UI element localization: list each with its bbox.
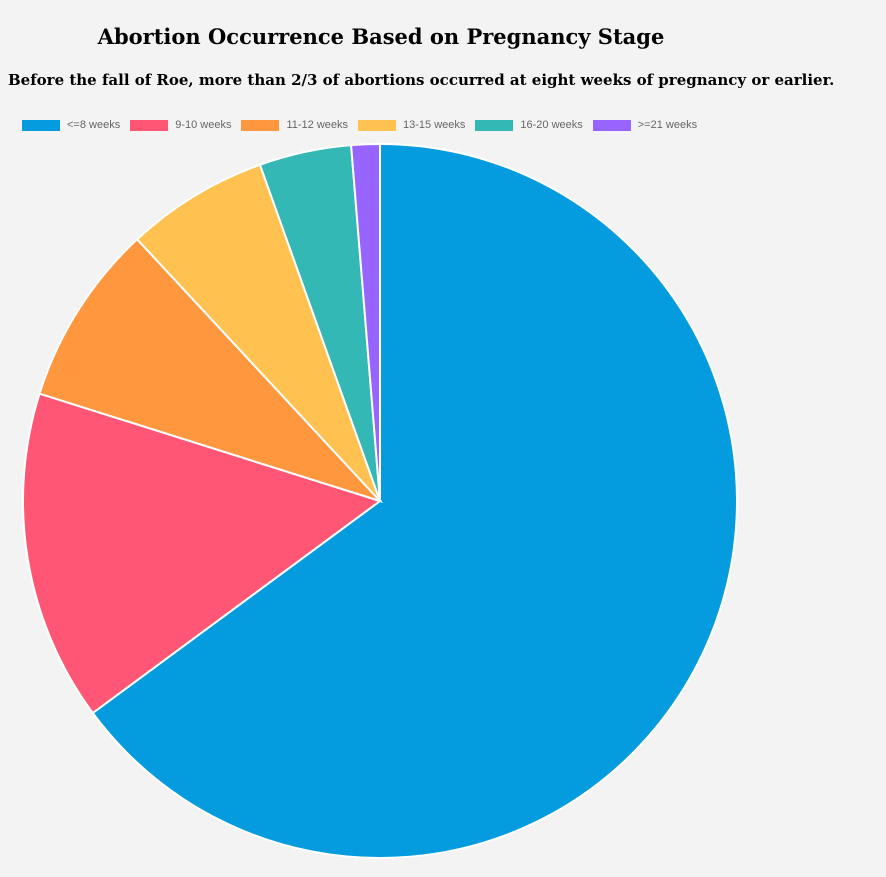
legend-swatch [358,119,397,131]
legend-item[interactable]: >=21 weeks [592,119,698,131]
legend-item[interactable]: 9-10 weeks [130,119,231,131]
legend-item[interactable]: <=8 weeks [22,119,120,131]
legend-item[interactable]: 11-12 weeks [241,119,348,131]
pie-slice[interactable] [91,142,738,859]
legend-swatch [475,119,514,131]
legend-label: >=21 weeks [637,119,698,131]
legend-swatch [241,119,280,131]
pie-slice[interactable] [135,163,381,502]
legend-swatch [130,119,169,131]
legend-label: <=8 weeks [67,119,121,131]
legend-item[interactable]: 16-20 weeks [475,119,583,131]
legend-label: 13-15 weeks [403,119,466,131]
chart-legend: <=8 weeks 9-10 weeks 11-12 weeks 13-15 week… [22,119,707,131]
legend-label: 9-10 weeks [175,119,232,131]
legend-swatch [592,119,631,131]
chart-title: Abortion Occurrence Based on Pregnancy S… [97,24,665,49]
legend-swatch [22,119,60,131]
legend-label: 16-20 weeks [520,119,583,131]
legend-label: 11-12 weeks [286,119,349,131]
legend-item[interactable]: 13-15 weeks [358,119,465,131]
pie-slice[interactable] [38,237,384,504]
pie-slice[interactable] [350,142,381,502]
chart-subtitle: Before the fall of Roe, more than 2/3 of… [8,71,835,89]
